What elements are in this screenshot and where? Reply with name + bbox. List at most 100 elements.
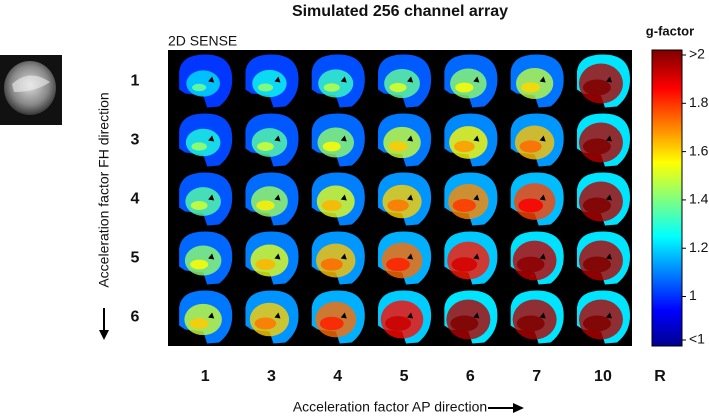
g-map-hot bbox=[388, 141, 408, 152]
g-map-artifact bbox=[407, 135, 414, 142]
column-axis-unit: R bbox=[654, 368, 666, 385]
g-map-hot bbox=[454, 140, 475, 153]
colorbar-tick-label: 1 bbox=[689, 287, 697, 303]
g-map-hot bbox=[190, 201, 208, 210]
g-map-artifact bbox=[407, 253, 414, 260]
g-map-artifact bbox=[340, 253, 347, 260]
g-map-hot bbox=[191, 142, 207, 151]
g-map-hot bbox=[519, 140, 542, 153]
g-map-hot bbox=[516, 315, 545, 332]
g-map-artifact bbox=[340, 76, 347, 83]
g-map-hot bbox=[190, 259, 209, 270]
g-map-artifact bbox=[340, 135, 347, 142]
g-map-hot bbox=[450, 315, 479, 332]
g-map-artifact bbox=[340, 194, 347, 201]
g-map-artifact bbox=[539, 76, 546, 83]
g-map-hot bbox=[582, 138, 611, 155]
g-map-hot bbox=[192, 83, 207, 92]
g-map-artifact bbox=[473, 194, 480, 201]
g-map-core bbox=[251, 128, 288, 157]
g-map-artifact bbox=[605, 312, 612, 319]
g-map-hot bbox=[320, 258, 343, 271]
g-map-hot bbox=[516, 256, 545, 273]
colorbar-tick-label: 1.2 bbox=[689, 239, 709, 255]
g-map-hot bbox=[254, 317, 277, 330]
column-label: 7 bbox=[532, 368, 541, 385]
colorbar-tick-label: 1.6 bbox=[689, 142, 709, 158]
g-map-hot bbox=[385, 316, 412, 331]
arrow-head bbox=[513, 403, 524, 413]
g-map-artifact bbox=[274, 194, 281, 201]
g-map-core bbox=[252, 69, 287, 98]
row-label: 6 bbox=[131, 309, 140, 326]
row-label: 3 bbox=[131, 132, 140, 149]
g-map-hot bbox=[189, 318, 209, 329]
g-map-hot bbox=[455, 82, 474, 93]
column-label: 10 bbox=[594, 368, 612, 385]
g-map-artifact bbox=[407, 76, 414, 83]
g-map-hot bbox=[323, 83, 340, 92]
g-map-hot bbox=[257, 142, 274, 151]
g-map-hot bbox=[582, 315, 611, 332]
g-map-core bbox=[185, 187, 221, 216]
g-map-artifact bbox=[605, 76, 612, 83]
column-label: 6 bbox=[466, 368, 475, 385]
title: Simulated 256 channel array bbox=[292, 3, 508, 20]
column-label: 5 bbox=[400, 368, 409, 385]
g-map-hot bbox=[518, 198, 544, 213]
colorbar-tick-label: <1 bbox=[689, 331, 705, 347]
colorbar-title: g-factor bbox=[646, 23, 694, 38]
g-map-core bbox=[318, 69, 354, 98]
row-label: 5 bbox=[131, 250, 140, 267]
column-label: 4 bbox=[333, 368, 342, 385]
g-map-artifact bbox=[274, 253, 281, 260]
g-map-artifact bbox=[473, 135, 480, 142]
g-map-hot bbox=[452, 199, 476, 212]
g-map-hot bbox=[322, 141, 341, 152]
arrow-head bbox=[99, 330, 109, 340]
g-map-core bbox=[186, 70, 220, 97]
g-map-hot bbox=[319, 316, 344, 331]
g-map-hot bbox=[321, 200, 342, 211]
g-map-artifact bbox=[208, 312, 215, 319]
g-map-hot bbox=[389, 82, 407, 93]
column-axis-label: Acceleration factor AP direction bbox=[293, 399, 487, 415]
g-map-artifact bbox=[208, 194, 215, 201]
g-map-hot bbox=[582, 79, 611, 96]
g-map-hot bbox=[256, 200, 275, 211]
g-map-hot bbox=[257, 83, 274, 92]
colorbar-tick-label: 1.8 bbox=[689, 94, 709, 110]
g-map-artifact bbox=[605, 253, 612, 260]
g-map-artifact bbox=[473, 312, 480, 319]
g-map-artifact bbox=[473, 253, 480, 260]
row-axis-label: Acceleration factor FH direction bbox=[96, 92, 112, 287]
g-map-artifact bbox=[539, 312, 546, 319]
g-map-hot bbox=[255, 259, 276, 270]
column-label: 3 bbox=[267, 368, 276, 385]
g-map-artifact bbox=[274, 76, 281, 83]
g-map-artifact bbox=[605, 194, 612, 201]
g-map-artifact bbox=[605, 135, 612, 142]
g-map-artifact bbox=[274, 135, 281, 142]
colorbar bbox=[651, 49, 683, 347]
g-map-hot bbox=[451, 257, 478, 272]
g-map-artifact bbox=[539, 253, 546, 260]
row-label: 1 bbox=[131, 73, 140, 90]
g-map-artifact bbox=[539, 135, 546, 142]
g-map-hot bbox=[582, 256, 611, 273]
column-label: 1 bbox=[201, 368, 210, 385]
thumbnail-brain bbox=[12, 75, 50, 92]
g-map-hot bbox=[387, 199, 409, 212]
panel-label: 2D SENSE bbox=[168, 33, 237, 49]
g-map-hot bbox=[582, 197, 611, 214]
g-map-artifact bbox=[274, 312, 281, 319]
g-map-artifact bbox=[539, 194, 546, 201]
row-label: 4 bbox=[131, 191, 140, 208]
g-map-artifact bbox=[208, 76, 215, 83]
colorbar-tick-label: >2 bbox=[689, 46, 705, 62]
g-map-artifact bbox=[340, 312, 347, 319]
g-map-hot bbox=[521, 82, 541, 93]
g-map-artifact bbox=[407, 312, 414, 319]
g-map-core bbox=[185, 128, 221, 157]
